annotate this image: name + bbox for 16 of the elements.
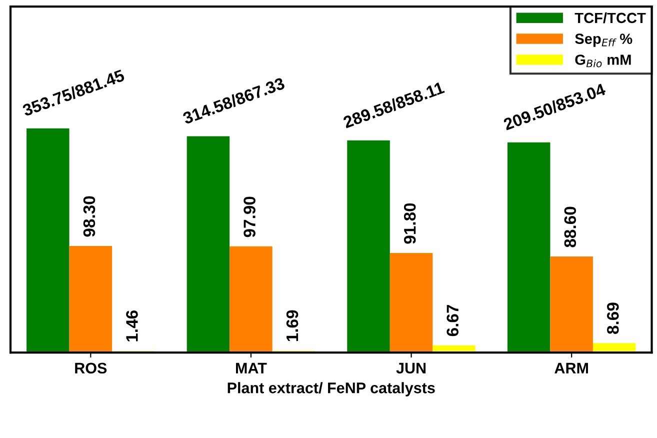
x-axis-title: Plant extract/ FeNP catalysts bbox=[228, 382, 435, 396]
data-label: 88.60 bbox=[564, 206, 576, 248]
legend-label: Sep$_{Eff}$ % bbox=[575, 34, 632, 47]
data-label: 6.67 bbox=[446, 304, 459, 336]
data-label: 1.69 bbox=[286, 310, 298, 342]
data-label: 1.46 bbox=[126, 310, 138, 342]
legend-label: G$_{Bio}$ mM bbox=[575, 54, 631, 68]
x-tick-label: ROS bbox=[75, 362, 107, 374]
data-label: 8.69 bbox=[607, 302, 619, 334]
data-label: 98.30 bbox=[83, 196, 96, 237]
x-tick-label: MAT bbox=[236, 362, 267, 374]
x-tick-label: JUN bbox=[396, 362, 426, 374]
data-label: 97.90 bbox=[244, 196, 256, 238]
x-tick-label: ARM bbox=[554, 362, 588, 374]
legend-label: TCF/TCCT bbox=[574, 12, 646, 24]
data-label: 91.80 bbox=[404, 203, 416, 244]
